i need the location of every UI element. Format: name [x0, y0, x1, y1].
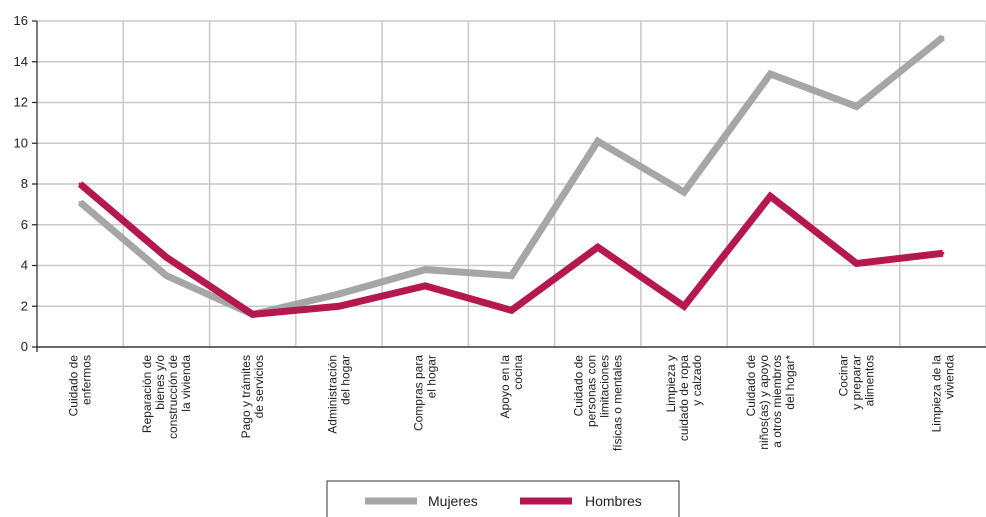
x-tick-label: Pago y trámites	[239, 355, 253, 438]
x-tick-label: Compras para	[412, 355, 426, 431]
data-point-mujeres	[855, 105, 859, 109]
data-point-hombres	[510, 308, 513, 312]
x-tick-label: Limpieza de la	[929, 355, 943, 433]
data-point-hombres	[941, 251, 945, 255]
data-point-hombres	[251, 312, 255, 316]
x-tick-label: de servicios	[252, 355, 266, 418]
legend-box	[326, 480, 680, 517]
x-tick-label: la vivienda	[179, 355, 193, 412]
x-tick-label: Administración	[325, 355, 339, 434]
x-tick-label: cuidado de ropa	[677, 355, 691, 441]
data-point-mujeres	[337, 292, 341, 296]
legend: Mujeres Hombres	[326, 480, 680, 517]
data-point-mujeres	[510, 274, 513, 278]
y-tick-label: 12	[14, 95, 28, 110]
data-point-hombres	[423, 284, 427, 288]
data-point-mujeres	[768, 72, 772, 76]
data-point-mujeres	[596, 139, 600, 143]
x-tick-label: Cocinar	[837, 355, 851, 396]
data-point-hombres	[596, 245, 600, 249]
x-tick-label: y preparar	[850, 355, 864, 410]
data-point-mujeres	[164, 274, 168, 278]
x-tick-label: Limpieza y	[664, 355, 678, 412]
x-tick-label: Cuidado de	[744, 355, 758, 417]
legend-label-hombres: Hombres	[585, 493, 642, 509]
x-tick-label: cocina	[511, 355, 525, 390]
axes	[32, 20, 986, 352]
x-tick-label: físicas o mentales	[610, 355, 624, 451]
x-tick-label: personas con	[584, 355, 598, 427]
y-tick-label: 0	[21, 339, 28, 354]
data-point-hombres	[337, 304, 341, 308]
x-tick-label: y calzado	[690, 355, 704, 406]
x-tick-label: del hogar*	[783, 355, 797, 410]
data-point-mujeres	[941, 35, 945, 39]
x-tick-label: limitaciones	[597, 355, 611, 418]
grid	[37, 20, 986, 348]
x-tick-label: Cuidado de	[571, 355, 585, 417]
data-point-hombres	[78, 182, 82, 186]
y-tick-label: 14	[14, 54, 28, 69]
x-tick-label: alimentos	[863, 355, 877, 406]
x-tick-label: construcción de	[166, 355, 180, 439]
data-point-mujeres	[423, 268, 427, 272]
data-point-hombres	[164, 255, 168, 259]
x-tick-label: Reparación de	[140, 355, 154, 433]
y-tick-label: 6	[21, 217, 28, 232]
data-point-mujeres	[78, 200, 82, 204]
x-tick-label: Apoyo en la	[498, 355, 512, 419]
data-point-mujeres	[682, 190, 686, 194]
y-tick-label: 10	[14, 135, 28, 150]
y-tick-label: 8	[21, 176, 28, 191]
x-tick-labels: Cuidado de enfermos Reparación de bienes y/…	[67, 355, 957, 451]
y-tick-label: 2	[21, 298, 28, 313]
x-tick-label: bienes y/o	[153, 355, 167, 410]
x-tick-label: el hogar	[425, 355, 439, 398]
data-point-hombres	[768, 194, 772, 198]
y-tick-labels: 0 2 4 6 8 10 12 14 16	[14, 13, 28, 354]
x-tick-label: niños(as) y apoyo	[757, 355, 771, 450]
legend-label-mujeres: Mujeres	[428, 493, 478, 509]
y-tick-label: 16	[14, 13, 28, 28]
x-tick-label: Cuidado de	[67, 355, 81, 417]
data-point-hombres	[855, 261, 859, 265]
series-lines	[77, 34, 946, 319]
x-tick-label: vivienda	[942, 355, 956, 399]
x-tick-label: enfermos	[80, 355, 94, 405]
y-tick-label: 4	[21, 258, 28, 273]
x-tick-label: a otros miembros	[770, 355, 784, 448]
data-point-hombres	[682, 304, 686, 308]
x-tick-label: del hogar	[338, 355, 352, 405]
